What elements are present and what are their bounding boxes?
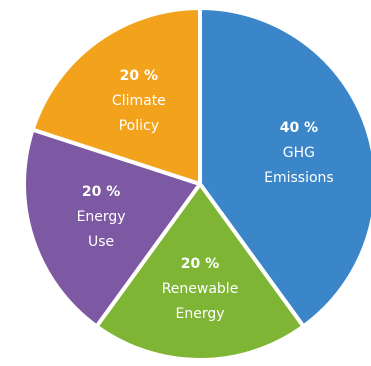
slice-percent-label: 20 % <box>181 256 219 272</box>
slice-category-label: Use <box>88 234 114 250</box>
slice-category-label: GHG <box>283 145 315 161</box>
slice-percent-label: 40 % <box>280 120 318 136</box>
slice-label-3: 20 % Climate Policy <box>112 68 166 134</box>
slice-category-label: Climate <box>112 93 166 109</box>
slice-label-1: 20 % Renewable Energy <box>162 256 239 322</box>
slice-category-label: Energy <box>77 209 126 225</box>
slice-category-label: Energy <box>175 306 224 322</box>
slice-percent-label: 20 % <box>82 184 120 200</box>
pie-slice-3 <box>30 6 202 186</box>
pie-slice-1 <box>94 182 306 362</box>
slice-label-2: 20 % Energy Use <box>77 184 126 250</box>
slice-category-label: Renewable <box>162 281 239 297</box>
slice-category-label: Policy <box>119 118 159 134</box>
slice-label-0: 40 % GHG Emissions <box>264 120 334 186</box>
pie-slice-2 <box>22 127 202 329</box>
pie-slice-0 <box>198 6 371 329</box>
slice-category-label: Emissions <box>264 170 334 186</box>
slice-percent-label: 20 % <box>120 68 158 84</box>
